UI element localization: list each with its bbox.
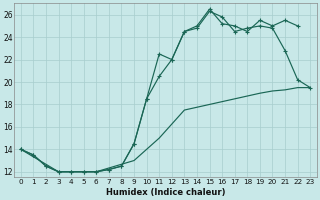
X-axis label: Humidex (Indice chaleur): Humidex (Indice chaleur) — [106, 188, 225, 197]
